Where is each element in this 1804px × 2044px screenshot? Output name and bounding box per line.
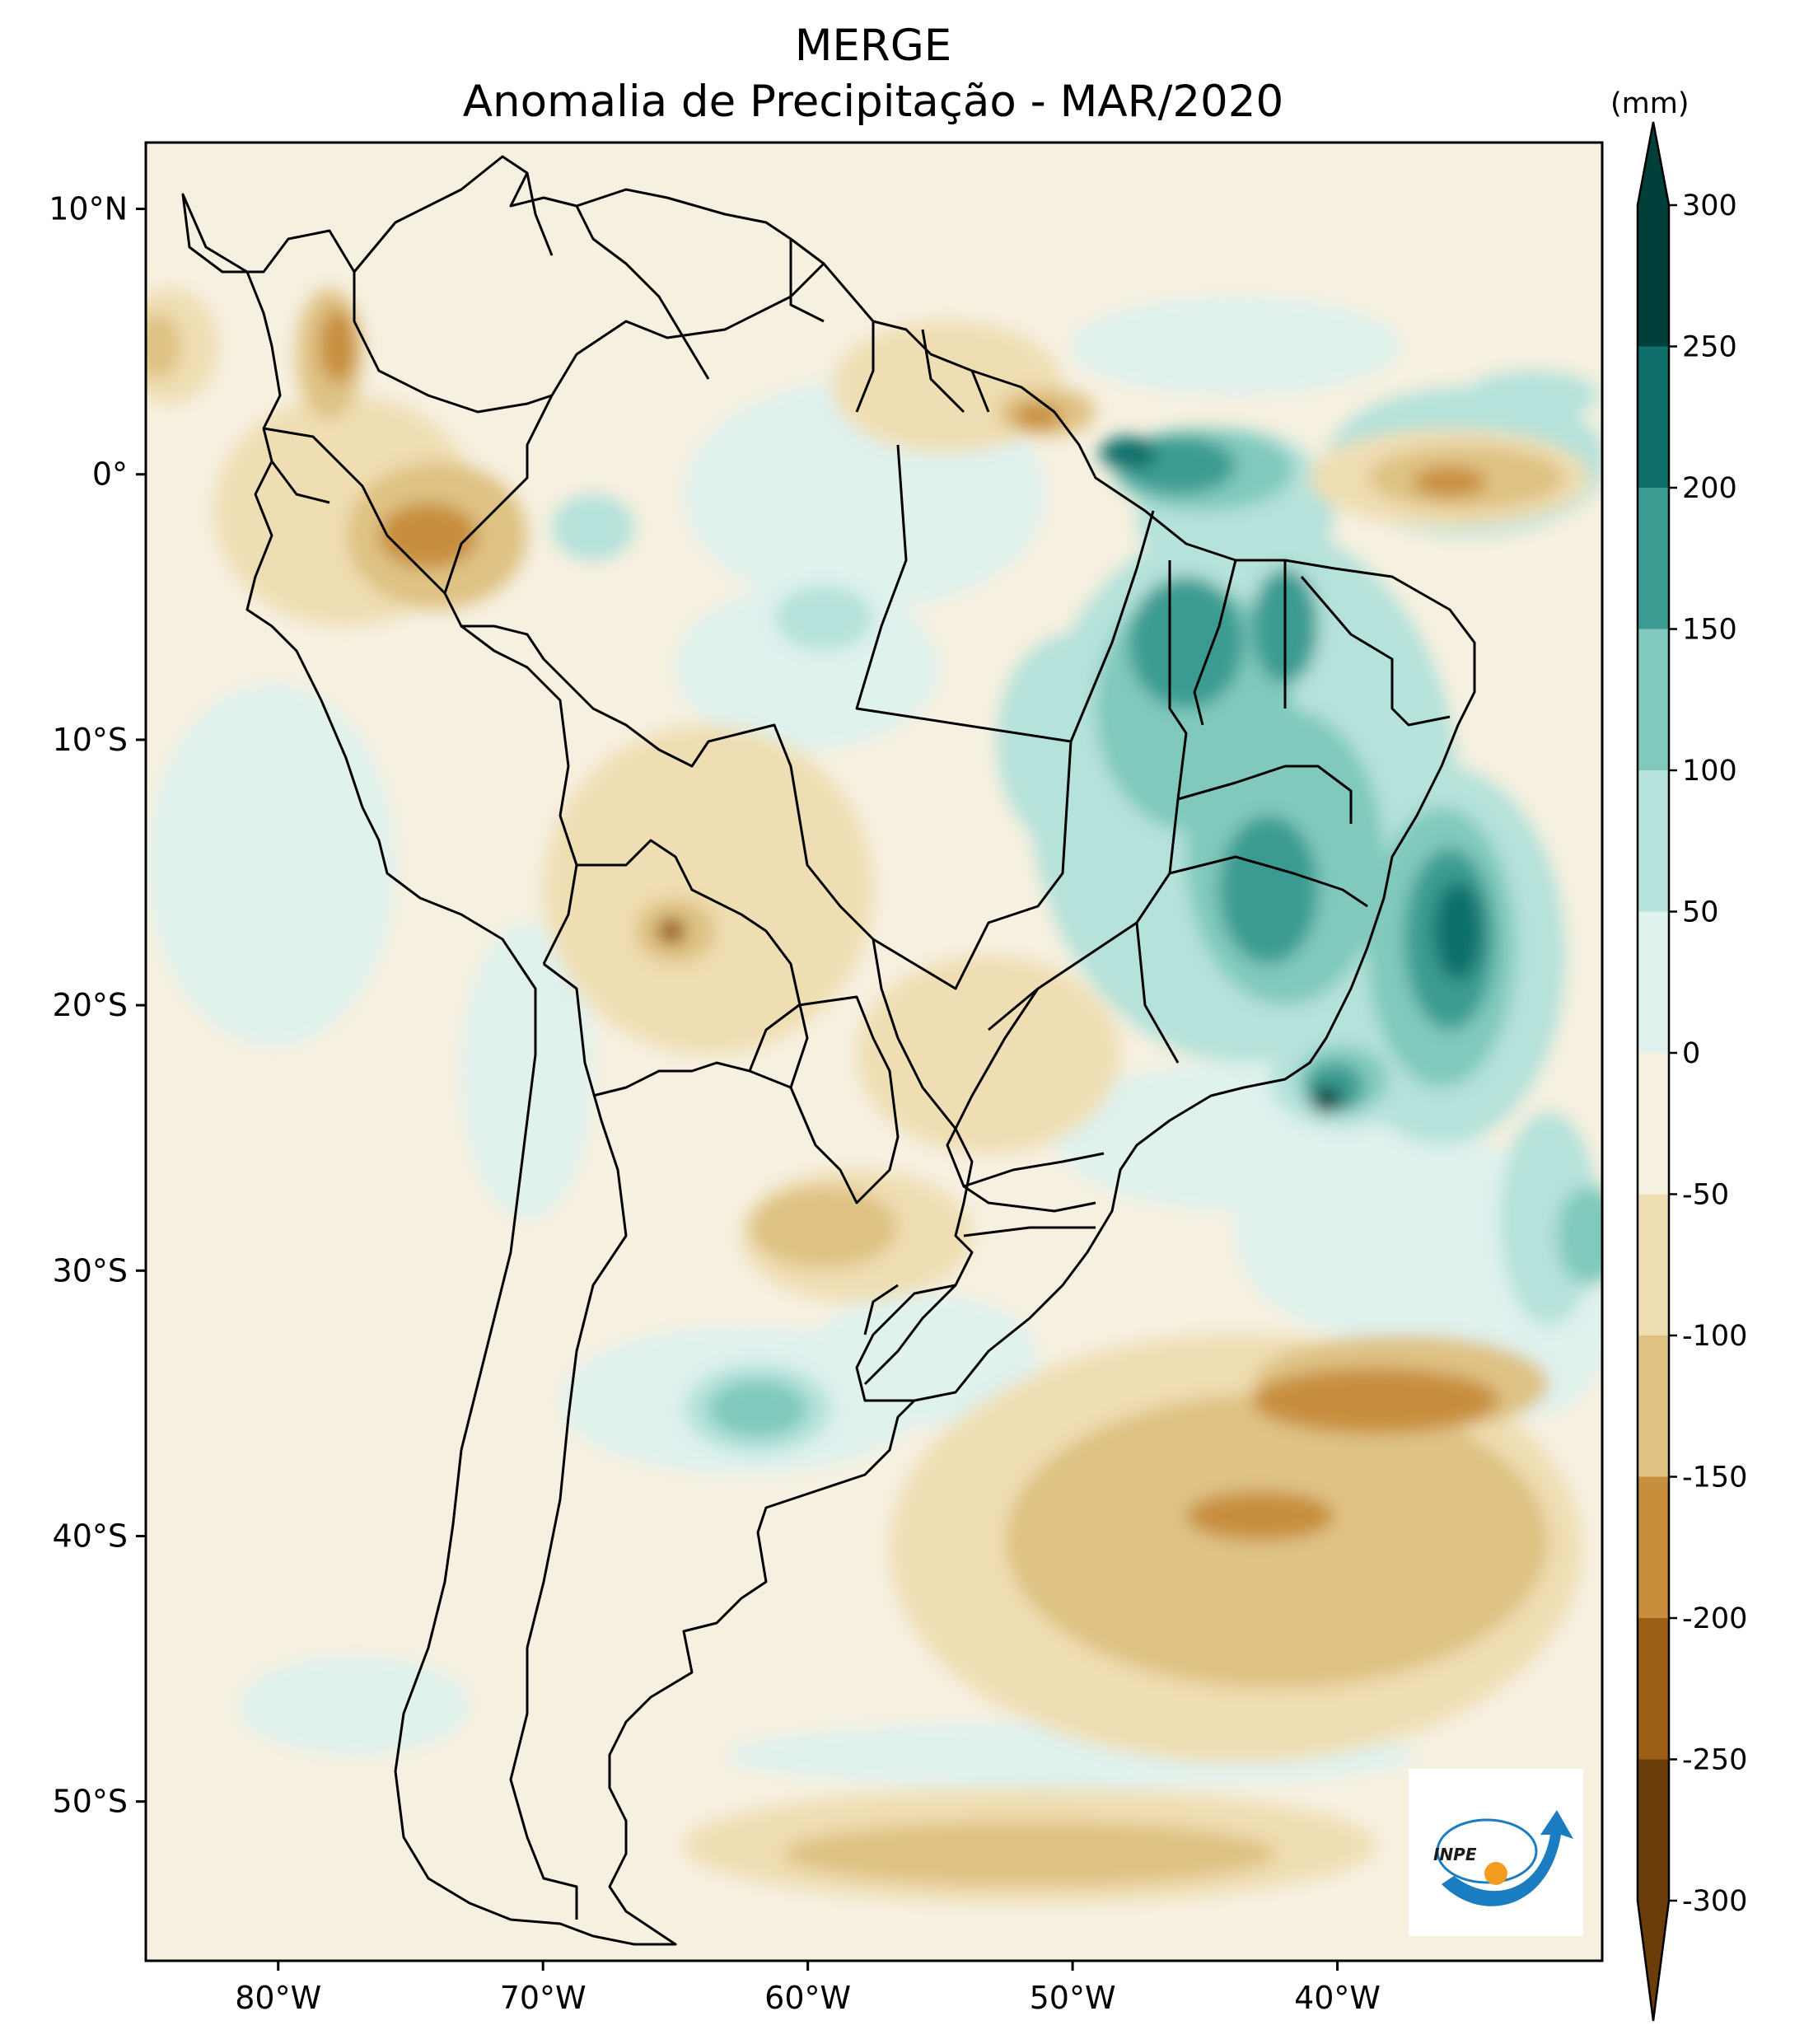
colorbar-segment (1638, 205, 1669, 348)
colorbar-tick-label: -200 (1682, 1602, 1747, 1635)
colorbar-unit: (mm) (1610, 87, 1689, 120)
colorbar-segment (1638, 911, 1669, 1054)
inpe-logo: INPE (1409, 1769, 1583, 1936)
colorbar-segment (1638, 346, 1669, 489)
colorbar-segment (1638, 1194, 1669, 1336)
coastline-borders (181, 155, 1476, 1946)
colorbar-segment (1638, 488, 1669, 630)
lat-tick-label: 0° (92, 456, 128, 493)
colombia-venezuela-border (353, 172, 710, 414)
colorbar-tick-label: -100 (1682, 1320, 1747, 1353)
longitude-axis: 80°W 70°W 60°W 50°W 40°W (235, 1961, 1381, 2016)
colorbar-tick-label: -300 (1682, 1885, 1747, 1918)
peru-bolivia-border (460, 624, 578, 965)
colorbar-segment (1638, 770, 1669, 913)
colorbar-tick-label: -150 (1682, 1462, 1747, 1494)
uruguay-border (863, 1284, 957, 1386)
colorbar: 300 250 200 150 100 50 0 -50 -100 -150 -200 -250 -30… (1636, 121, 1747, 2022)
colorbar-extend-min (1638, 1901, 1669, 2021)
colorbar-segment (1638, 1476, 1669, 1619)
colorbar-tick-label: 0 (1682, 1037, 1700, 1070)
lon-tick-label: 40°W (1294, 1980, 1381, 2016)
colorbar-tick-label: 150 (1682, 614, 1737, 647)
inpe-logo-graphic (1436, 1810, 1573, 1906)
map-title: MERGE (794, 21, 952, 71)
lat-tick-label: 50°S (53, 1784, 128, 1820)
colorbar-segment (1638, 629, 1669, 771)
inpe-logo-text: INPE (1433, 1845, 1477, 1864)
paraguay-border (748, 995, 900, 1204)
colorbar-tick-label: 50 (1682, 896, 1719, 929)
colorbar-tick-label: 200 (1682, 472, 1737, 505)
colorbar-tick-label: 300 (1682, 189, 1737, 222)
arrow-swoosh (1442, 1810, 1573, 1906)
bolivia-paraguay-border (577, 839, 809, 1097)
lon-tick-label: 80°W (235, 1980, 321, 2016)
ecuador-border (263, 427, 446, 595)
colorbar-tick-label: -250 (1682, 1744, 1747, 1777)
south-america-coastline (181, 155, 1476, 1946)
lat-tick-label: 30°S (53, 1252, 128, 1289)
lat-tick-label: 10°S (53, 722, 128, 758)
map-subtitle: Anomalia de Precipitação - MAR/2020 (462, 77, 1284, 127)
map-frame (144, 141, 1604, 1962)
lat-tick-label: 10°N (49, 191, 128, 227)
lat-tick-label: 20°S (53, 987, 128, 1023)
latitude-axis: 10°N 0° 10°S 20°S 30°S 40°S 50°S (49, 191, 146, 1820)
guianas-borders (789, 239, 990, 414)
colorbar-segment (1638, 1053, 1669, 1195)
brazil-border (443, 262, 974, 1402)
colorbar-tick-label: 100 (1682, 755, 1737, 788)
orbit-ring (1436, 1818, 1538, 1884)
pacific-positive (148, 684, 395, 1046)
sun-dot (1484, 1862, 1507, 1885)
colorbar-extend-max (1638, 122, 1669, 205)
brazil-states (855, 444, 1451, 1237)
colorbar-tick-label: -50 (1682, 1179, 1729, 1212)
argentina-chile-border (509, 962, 628, 1920)
colorbar-segment (1638, 1618, 1669, 1761)
lon-tick-label: 70°W (500, 1980, 587, 2016)
colorbar-tick-label: 250 (1682, 331, 1737, 364)
anomaly-field (146, 143, 1602, 1961)
colorbar-segment (1638, 1759, 1669, 1901)
lat-tick-label: 40°S (53, 1518, 128, 1554)
lon-tick-label: 50°W (1030, 1980, 1116, 2016)
colorbar-segment (1638, 1335, 1669, 1478)
lon-tick-label: 60°W (764, 1980, 851, 2016)
